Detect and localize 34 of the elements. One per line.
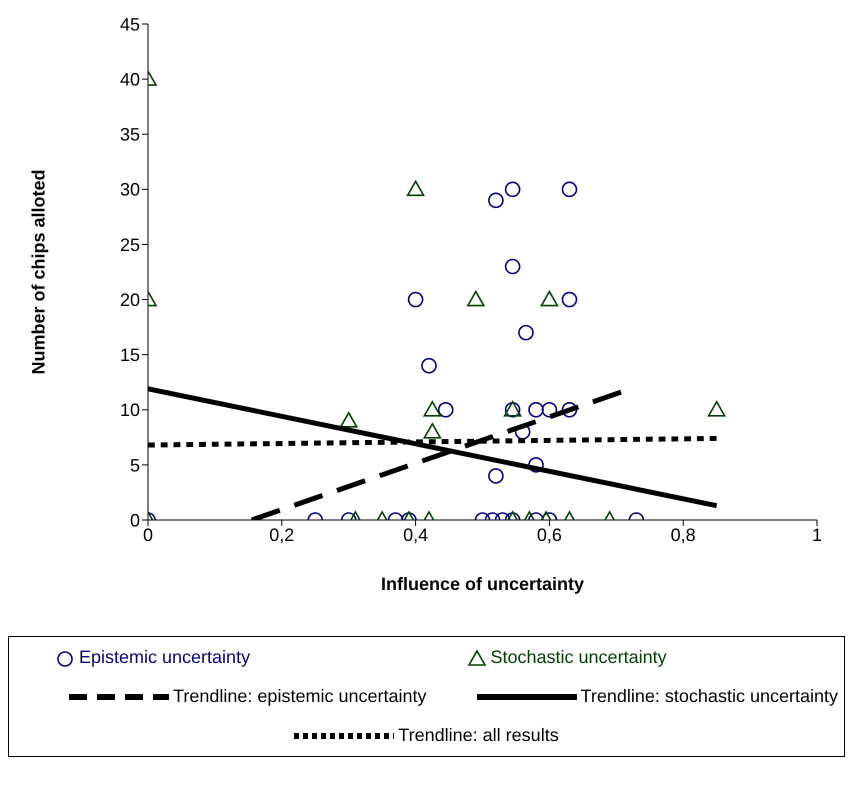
text: Trendline: epistemic uncertainty (173, 686, 426, 707)
point (504, 258, 520, 274)
point (540, 290, 558, 306)
x-tick-label: 0,4 (403, 524, 428, 545)
y-tick-label: 25 (120, 234, 140, 255)
point (562, 292, 578, 308)
point (708, 400, 726, 417)
x-tick-label: 0,6 (536, 524, 562, 545)
point (424, 400, 442, 417)
x-axis-title: Influence of uncertainty (380, 574, 584, 594)
y-tick-label: 0 (130, 510, 140, 530)
legend-label: Stochastic uncertainty (490, 647, 667, 668)
y-tick-label: 15 (120, 345, 140, 366)
x-tick-label: 0 (142, 524, 154, 545)
y-tick-label: 35 (120, 124, 140, 145)
x-tick-label: 0,2 (269, 524, 294, 545)
point (562, 182, 578, 198)
y-tick-label: 30 (120, 180, 140, 200)
y-tick-label: 5 (130, 455, 140, 476)
y-tick-label: 40 (120, 70, 140, 90)
y-tick-label: 10 (120, 400, 140, 420)
point (467, 290, 485, 306)
x-tick-label: 0,8 (670, 524, 696, 545)
x-tick-label: 1 (812, 524, 822, 545)
legend-label: Epistemic uncertainty (79, 647, 250, 668)
point (408, 292, 424, 308)
text: Trendline: all results (398, 725, 559, 746)
y-axis-title: Number of chips alloted (28, 169, 48, 375)
point (518, 324, 534, 340)
point (488, 192, 504, 208)
text: Trendline: stochastic uncertainty (580, 686, 838, 707)
point (504, 182, 520, 198)
y-tick-label: 45 (120, 14, 140, 34)
y-tick-label: 20 (120, 290, 140, 310)
